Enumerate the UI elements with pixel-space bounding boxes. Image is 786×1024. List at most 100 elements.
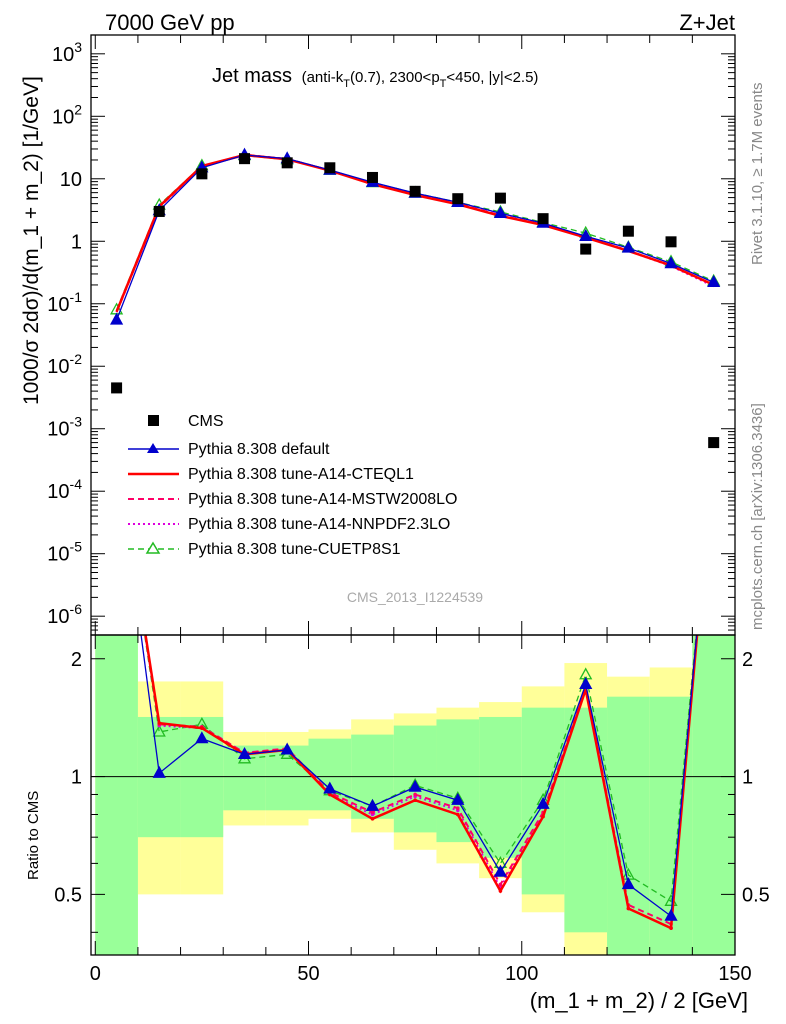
legend-label-mstw: Pythia 8.308 tune-A14-MSTW2008LO bbox=[188, 491, 457, 508]
ratio-tick-label-right: 1 bbox=[742, 767, 753, 789]
cms-data-point bbox=[494, 192, 506, 204]
ratio-series-point bbox=[413, 798, 417, 803]
y-tick-label: 10-4 bbox=[47, 476, 82, 503]
header-left: 7000 GeV pp bbox=[105, 10, 235, 35]
ratio-series-point bbox=[669, 926, 673, 930]
header-right: Z+Jet bbox=[679, 10, 735, 35]
ratio-series-point bbox=[541, 814, 545, 819]
ratio-series-point bbox=[451, 792, 465, 805]
x-axis-label: (m_1 + m_2) / 2 [GeV] bbox=[530, 988, 748, 1013]
ratio-frame bbox=[90, 634, 736, 956]
y-tick-label: 10-2 bbox=[47, 351, 82, 378]
cms-data-point bbox=[580, 243, 592, 255]
ratio-series-point bbox=[157, 721, 162, 725]
ratio-series-point bbox=[115, 446, 119, 450]
ratio-band-inner bbox=[564, 707, 608, 933]
x-tick-label: 50 bbox=[297, 963, 319, 985]
cms-data-point bbox=[452, 193, 464, 205]
legend-marker-cms bbox=[148, 415, 159, 426]
ratio-series-line bbox=[143, 635, 697, 903]
ratio-series-point bbox=[328, 792, 332, 797]
cms-data-point bbox=[665, 236, 677, 248]
y-tick-label: 10-6 bbox=[47, 601, 82, 628]
y-tick-label: 1 bbox=[71, 231, 82, 253]
side-label-bottom: mcplots.cern.ch [arXiv:1306.3436] bbox=[749, 403, 766, 630]
axes: 0 50 100 150 10-6 10-5 10-4 10-3 10-2 10-1 1 10 102 1… bbox=[47, 34, 770, 985]
legend-marker-default bbox=[147, 443, 159, 453]
ratio-series-point bbox=[111, 442, 122, 452]
ratio-series-point bbox=[413, 792, 417, 797]
legend-label-cteql1: Pythia 8.308 tune-A14-CTEQL1 bbox=[188, 466, 414, 483]
ratio-band-inner bbox=[479, 716, 522, 858]
ratio-tick-label-right: 2 bbox=[742, 649, 753, 671]
ratio-series-point bbox=[579, 677, 593, 690]
y-tick-label: 103 bbox=[52, 39, 82, 66]
ratio-tick-label-right: 0.5 bbox=[742, 884, 770, 906]
cms-data-point bbox=[366, 171, 378, 183]
series-point bbox=[579, 228, 593, 241]
side-label-top: Rivet 3.1.10, ≥ 1.7M events bbox=[749, 83, 766, 266]
ratio-series-point bbox=[237, 746, 252, 759]
y-tick-label: 10 bbox=[60, 169, 82, 191]
watermark: CMS_2013_I1224539 bbox=[347, 589, 483, 605]
ratio-series-point bbox=[626, 906, 631, 911]
ratio-series-point bbox=[455, 806, 460, 811]
ratio-y-axis-label: Ratio to CMS bbox=[25, 791, 42, 880]
legend-label-default: Pythia 8.308 default bbox=[188, 441, 330, 458]
series-point bbox=[707, 275, 721, 288]
cms-data-point bbox=[239, 153, 251, 165]
series-point bbox=[664, 256, 678, 269]
ratio-band-inner bbox=[607, 696, 650, 955]
y-axis-label: 1000/σ 2dσ)/d(m_1 + m_2) [1/GeV] bbox=[20, 76, 43, 405]
ratio-series-point bbox=[498, 882, 503, 887]
legend-label-cms: CMS bbox=[188, 413, 224, 430]
ratio-tick-label-left: 0.5 bbox=[54, 884, 82, 906]
cms-data-point bbox=[622, 225, 634, 237]
ratio-series-point bbox=[152, 724, 166, 737]
ratio-band-inner bbox=[692, 635, 735, 955]
legend-label-nnpdf: Pythia 8.308 tune-A14-NNPDF2.3LO bbox=[188, 516, 450, 533]
ratio-series-point bbox=[152, 765, 166, 778]
ratio-series-point bbox=[664, 908, 678, 921]
ratio-series-point bbox=[323, 781, 337, 794]
legend: CMS Pythia 8.308 default Pythia 8.308 tu… bbox=[128, 413, 457, 558]
cms-data-point bbox=[281, 157, 293, 169]
ratio-series-point bbox=[365, 798, 380, 811]
ratio-series-point bbox=[195, 731, 209, 744]
ratio-series-point bbox=[370, 810, 375, 815]
x-tick-label: 150 bbox=[718, 963, 751, 985]
ratio-series-point bbox=[115, 446, 119, 450]
x-tick-label: 0 bbox=[90, 963, 101, 985]
ratio-series-point bbox=[200, 726, 204, 730]
series-point bbox=[493, 205, 508, 218]
y-tick-label: 10-1 bbox=[47, 289, 82, 316]
ratio-band-inner bbox=[436, 719, 480, 843]
cms-data-point bbox=[111, 382, 123, 394]
series-line bbox=[115, 154, 714, 321]
cms-data-point bbox=[708, 437, 720, 449]
ratio-band-inner bbox=[95, 635, 138, 955]
ratio-series-point bbox=[498, 889, 503, 893]
series-point bbox=[621, 240, 635, 253]
ratio-series-point bbox=[115, 446, 119, 450]
ratio-series-point bbox=[536, 796, 550, 809]
ratio-series-point bbox=[493, 864, 508, 877]
ratio-series-point bbox=[111, 442, 122, 452]
cms-data-point bbox=[153, 205, 165, 217]
ratio-series-point bbox=[408, 779, 422, 792]
y-tick-label: 10-3 bbox=[47, 414, 82, 441]
main-plot-area bbox=[109, 147, 721, 449]
legend-label-cuetp8s1: Pythia 8.308 tune-CUETP8S1 bbox=[188, 541, 401, 558]
legend-marker-cuetp8s1 bbox=[145, 541, 161, 554]
ratio-series-point bbox=[370, 816, 375, 821]
cms-data-point bbox=[324, 162, 336, 174]
chart-title: Jet mass (anti-kT(0.7), 2300<pT<450, |y|… bbox=[212, 65, 538, 90]
cms-data-point bbox=[196, 168, 208, 180]
ratio-series-point bbox=[621, 877, 635, 890]
cms-data-point bbox=[409, 185, 421, 197]
cms-data-point bbox=[537, 213, 549, 225]
ratio-series-point bbox=[455, 812, 460, 817]
x-tick-label: 100 bbox=[505, 963, 538, 985]
y-tick-label: 102 bbox=[52, 101, 82, 128]
